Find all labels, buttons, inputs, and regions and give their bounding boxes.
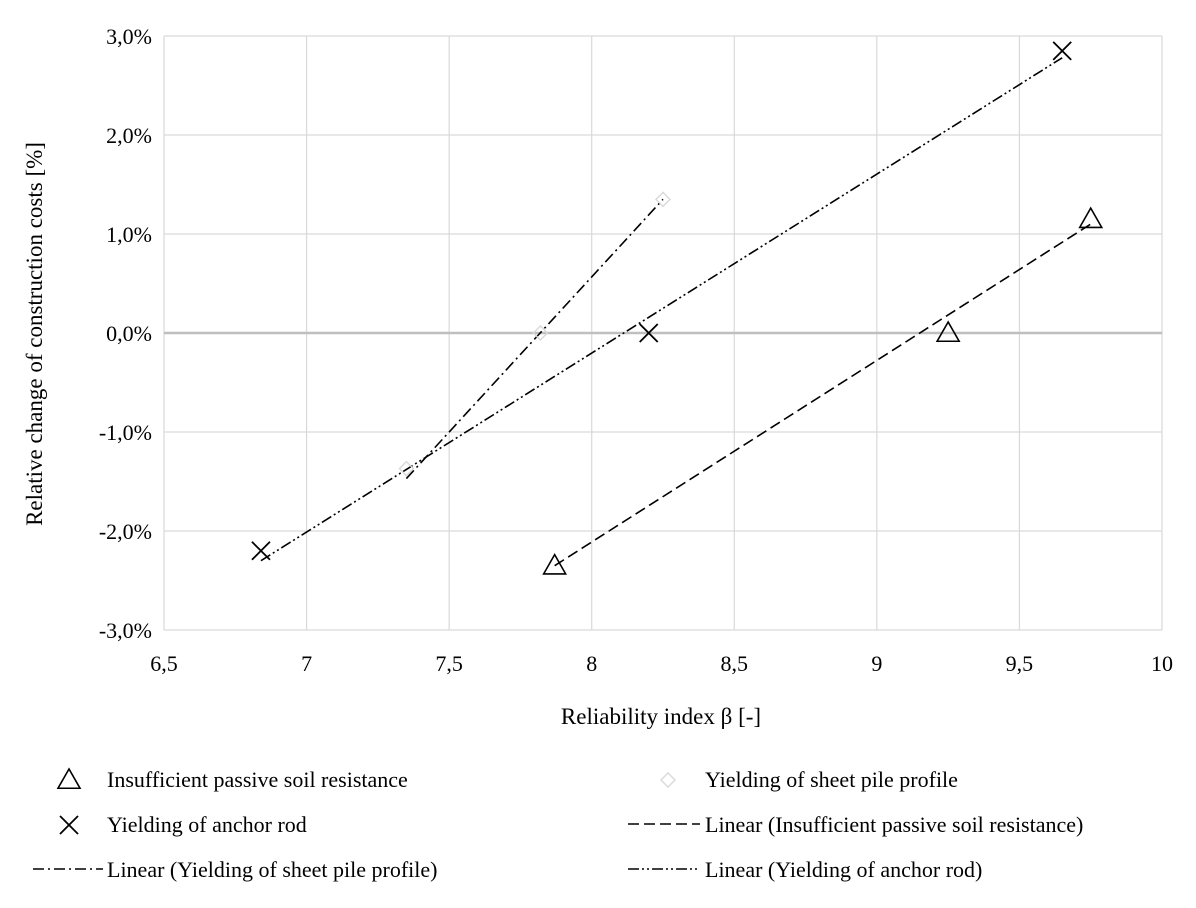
legend-symbol-diamond xyxy=(660,772,676,788)
x-tick-label: 8,5 xyxy=(721,651,749,676)
y-axis-label: Relative change of construction costs [%… xyxy=(22,142,47,526)
y-tick-label: -3,0% xyxy=(99,618,152,643)
data-point-diamond xyxy=(398,460,415,477)
x-tick-label: 7,5 xyxy=(435,651,463,676)
legend-marker xyxy=(660,772,676,788)
data-point-diamond xyxy=(532,325,549,341)
y-tick-label: 1,0% xyxy=(106,222,152,247)
y-tick-label: 3,0% xyxy=(106,24,152,49)
legend-label: Yielding of sheet pile profile xyxy=(705,767,958,792)
data-point-x xyxy=(639,323,659,343)
legend-label: Yielding of anchor rod xyxy=(107,812,307,837)
trendlines xyxy=(260,57,1092,567)
legend-label: Insufficient passive soil resistance xyxy=(107,767,408,792)
data-point-x xyxy=(251,541,271,561)
x-axis-label: Reliability index β [-] xyxy=(561,704,761,729)
data-point-diamond xyxy=(655,191,671,208)
legend-item-linear-anchor-rod: Linear (Yielding of anchor rod) xyxy=(628,857,982,882)
x-tick-label: 6,5 xyxy=(150,651,178,676)
x-tick-label: 9,5 xyxy=(1006,651,1034,676)
y-tick-label: 2,0% xyxy=(106,123,152,148)
x-tick-label: 8 xyxy=(586,651,597,676)
y-tick-label: -1,0% xyxy=(99,420,152,445)
x-tick-label: 10 xyxy=(1151,651,1173,676)
legend-label: Linear (Insufficient passive soil resist… xyxy=(705,812,1083,837)
legend-item-anchor-rod: Yielding of anchor rod xyxy=(59,812,307,837)
data-point-triangle xyxy=(542,553,568,575)
data-point-x xyxy=(1052,41,1072,61)
y-tick-label: 0,0% xyxy=(106,321,152,346)
x-tick-label: 9 xyxy=(871,651,882,676)
legend-marker xyxy=(59,815,79,835)
y-tick-labels: -3,0% -2,0% -1,0% 0,0% 1,0% 2,0% 3,0% xyxy=(99,24,152,643)
x-tick-label: 7 xyxy=(301,651,312,676)
legend-item-linear-passive-soil: Linear (Insufficient passive soil resist… xyxy=(628,812,1083,837)
data-markers xyxy=(251,41,1104,575)
legend-marker xyxy=(56,767,82,790)
legend-item-linear-sheet-pile: Linear (Yielding of sheet pile profile) xyxy=(33,857,438,882)
y-tick-label: -2,0% xyxy=(99,519,152,544)
data-point-triangle xyxy=(1078,206,1104,229)
data-point-triangle xyxy=(935,320,961,343)
trendline xyxy=(554,223,1092,567)
legend-label: Linear (Yielding of anchor rod) xyxy=(705,857,982,882)
trendline xyxy=(405,198,664,480)
legend: Insufficient passive soil resistance Yie… xyxy=(33,767,1083,882)
trendline xyxy=(260,57,1063,562)
legend-symbol-x xyxy=(59,815,79,835)
legend-symbol-triangle xyxy=(56,767,82,790)
legend-item-passive-soil: Insufficient passive soil resistance xyxy=(56,767,408,792)
x-tick-labels: 6,5 7 7,5 8 8,5 9 9,5 10 xyxy=(150,651,1173,676)
legend-label: Linear (Yielding of sheet pile profile) xyxy=(107,857,438,882)
legend-item-sheet-pile: Yielding of sheet pile profile xyxy=(660,767,958,792)
